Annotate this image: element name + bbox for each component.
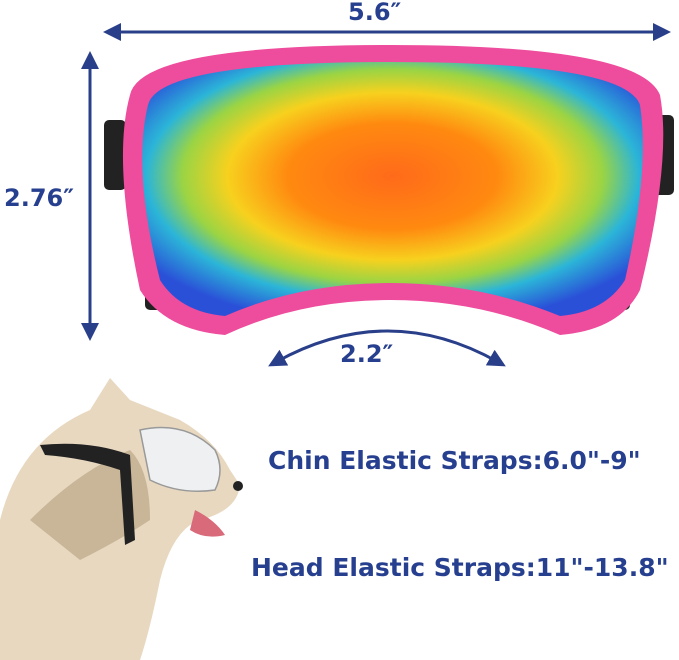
nose-bridge-label: 2.2″ bbox=[340, 340, 394, 368]
chin-strap-label: Chin Elastic Straps:6.0"-9" bbox=[268, 446, 641, 475]
nose-arrow bbox=[268, 329, 506, 367]
height-label: 2.76″ bbox=[4, 184, 74, 212]
dog-wearing-goggles bbox=[0, 378, 243, 660]
head-strap-label: Head Elastic Straps:11"-13.8" bbox=[251, 553, 669, 582]
goggles bbox=[104, 45, 674, 335]
width-label: 5.6″ bbox=[348, 0, 402, 26]
